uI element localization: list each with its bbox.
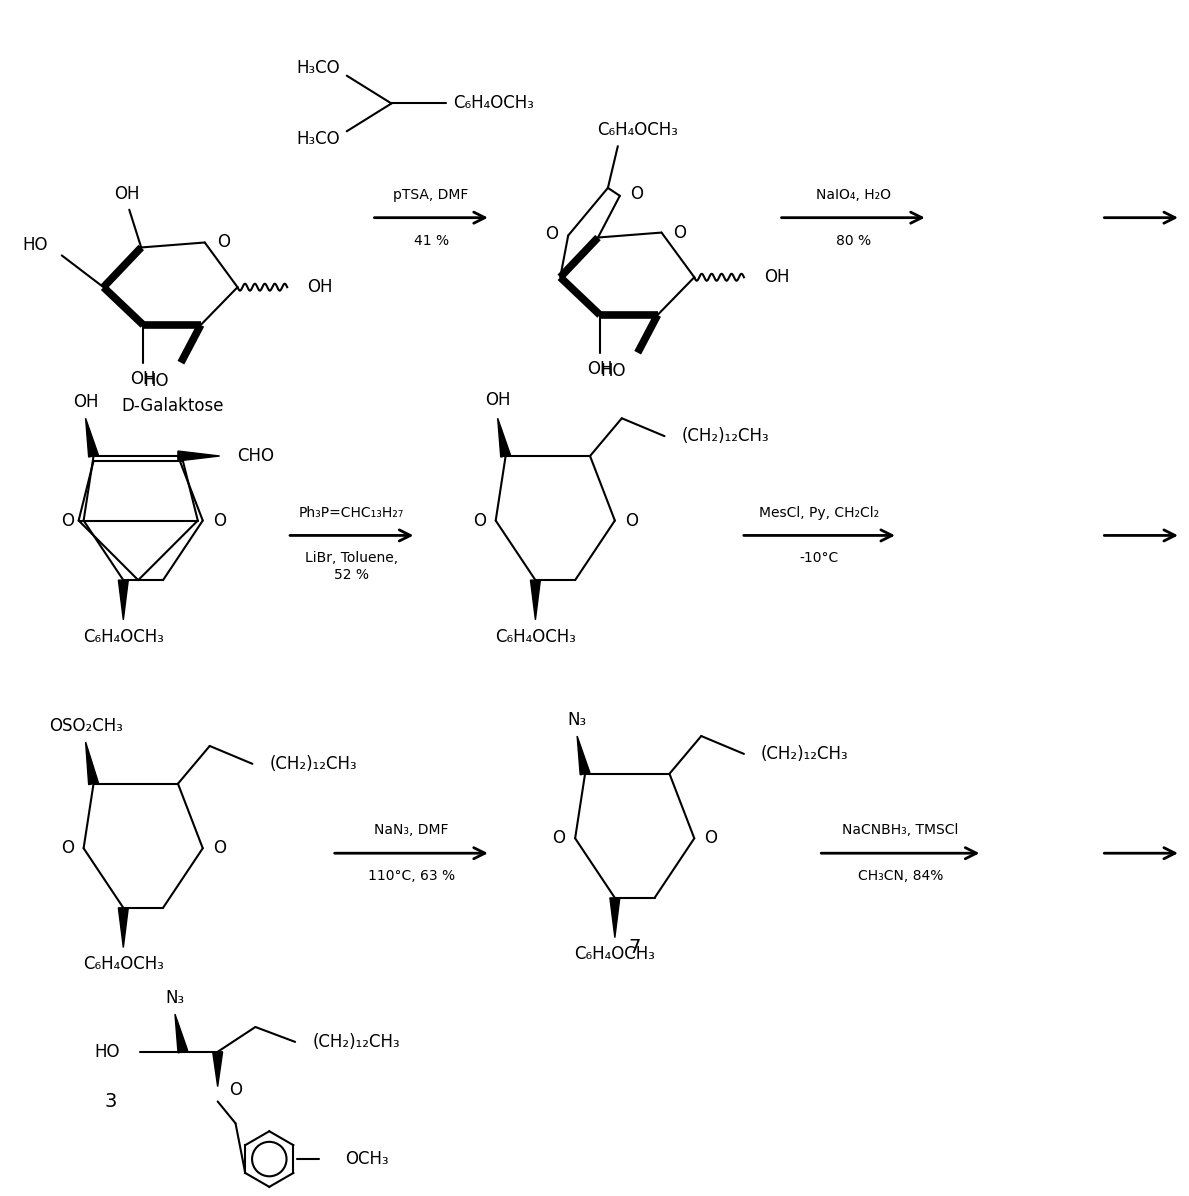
Text: C₆H₄OCH₃: C₆H₄OCH₃ bbox=[597, 121, 678, 139]
Polygon shape bbox=[178, 451, 220, 460]
Text: HO: HO bbox=[600, 361, 625, 379]
Text: OH: OH bbox=[131, 370, 156, 388]
Text: pTSA, DMF: pTSA, DMF bbox=[394, 188, 468, 202]
Text: CHO: CHO bbox=[238, 447, 275, 465]
Polygon shape bbox=[119, 908, 128, 947]
Text: O: O bbox=[229, 1080, 243, 1099]
Text: (CH₂)₁₂CH₃: (CH₂)₁₂CH₃ bbox=[313, 1033, 401, 1051]
Text: O: O bbox=[473, 512, 486, 530]
Text: HO: HO bbox=[144, 372, 169, 390]
Text: 41 %: 41 % bbox=[414, 233, 448, 248]
Text: Ph₃P=CHC₁₃H₂₇: Ph₃P=CHC₁₃H₂₇ bbox=[298, 506, 404, 519]
Text: H₃CO: H₃CO bbox=[296, 59, 340, 77]
Text: OH: OH bbox=[763, 268, 789, 286]
Text: 110°C, 63 %: 110°C, 63 % bbox=[367, 869, 455, 883]
Text: O: O bbox=[704, 829, 717, 847]
Polygon shape bbox=[530, 580, 540, 620]
Text: HO: HO bbox=[23, 237, 48, 255]
Text: O: O bbox=[216, 233, 229, 251]
Polygon shape bbox=[119, 580, 128, 620]
Polygon shape bbox=[577, 736, 590, 775]
Polygon shape bbox=[86, 419, 99, 457]
Text: (CH₂)₁₂CH₃: (CH₂)₁₂CH₃ bbox=[269, 755, 357, 773]
Text: N₃: N₃ bbox=[165, 989, 184, 1007]
Text: C₆H₄OCH₃: C₆H₄OCH₃ bbox=[83, 956, 164, 974]
Text: OH: OH bbox=[307, 279, 333, 297]
Text: 80 %: 80 % bbox=[836, 233, 870, 248]
Text: (CH₂)₁₂CH₃: (CH₂)₁₂CH₃ bbox=[681, 427, 769, 445]
Text: 3: 3 bbox=[105, 1092, 117, 1111]
Text: OH: OH bbox=[485, 391, 510, 409]
Text: MesCl, Py, CH₂Cl₂: MesCl, Py, CH₂Cl₂ bbox=[760, 506, 880, 519]
Polygon shape bbox=[610, 898, 619, 938]
Text: 7: 7 bbox=[629, 938, 641, 957]
Text: C₆H₄OCH₃: C₆H₄OCH₃ bbox=[453, 94, 534, 112]
Text: C₆H₄OCH₃: C₆H₄OCH₃ bbox=[83, 628, 164, 646]
Text: O: O bbox=[673, 224, 686, 242]
Text: O: O bbox=[552, 829, 565, 847]
Text: C₆H₄OCH₃: C₆H₄OCH₃ bbox=[495, 628, 575, 646]
Polygon shape bbox=[86, 742, 99, 785]
Polygon shape bbox=[498, 419, 510, 457]
Text: O: O bbox=[61, 840, 74, 858]
Text: D-Galaktose: D-Galaktose bbox=[121, 397, 225, 415]
Text: HO: HO bbox=[95, 1043, 120, 1061]
Text: C₆H₄OCH₃: C₆H₄OCH₃ bbox=[574, 946, 655, 964]
Text: O: O bbox=[546, 225, 559, 243]
Text: -10°C: -10°C bbox=[800, 551, 839, 566]
Text: O: O bbox=[630, 185, 643, 203]
Text: O: O bbox=[213, 840, 226, 858]
Text: NaCNBH₃, TMSCl: NaCNBH₃, TMSCl bbox=[842, 823, 958, 837]
Text: LiBr, Toluene,
52 %: LiBr, Toluene, 52 % bbox=[306, 551, 398, 581]
Text: OCH₃: OCH₃ bbox=[345, 1151, 389, 1168]
Text: NaN₃, DMF: NaN₃, DMF bbox=[375, 823, 448, 837]
Text: OH: OH bbox=[73, 393, 99, 411]
Text: OSO₂CH₃: OSO₂CH₃ bbox=[49, 718, 122, 736]
Polygon shape bbox=[175, 1014, 188, 1052]
Text: NaIO₄, H₂O: NaIO₄, H₂O bbox=[816, 188, 891, 202]
Text: CH₃CN, 84%: CH₃CN, 84% bbox=[857, 869, 943, 883]
Text: H₃CO: H₃CO bbox=[296, 130, 340, 148]
Text: OH: OH bbox=[114, 185, 140, 203]
Text: OH: OH bbox=[587, 360, 612, 378]
Text: O: O bbox=[624, 512, 637, 530]
Polygon shape bbox=[213, 1051, 222, 1087]
Text: (CH₂)₁₂CH₃: (CH₂)₁₂CH₃ bbox=[761, 745, 849, 763]
Text: O: O bbox=[61, 512, 74, 530]
Text: N₃: N₃ bbox=[567, 712, 586, 730]
Text: O: O bbox=[213, 512, 226, 530]
